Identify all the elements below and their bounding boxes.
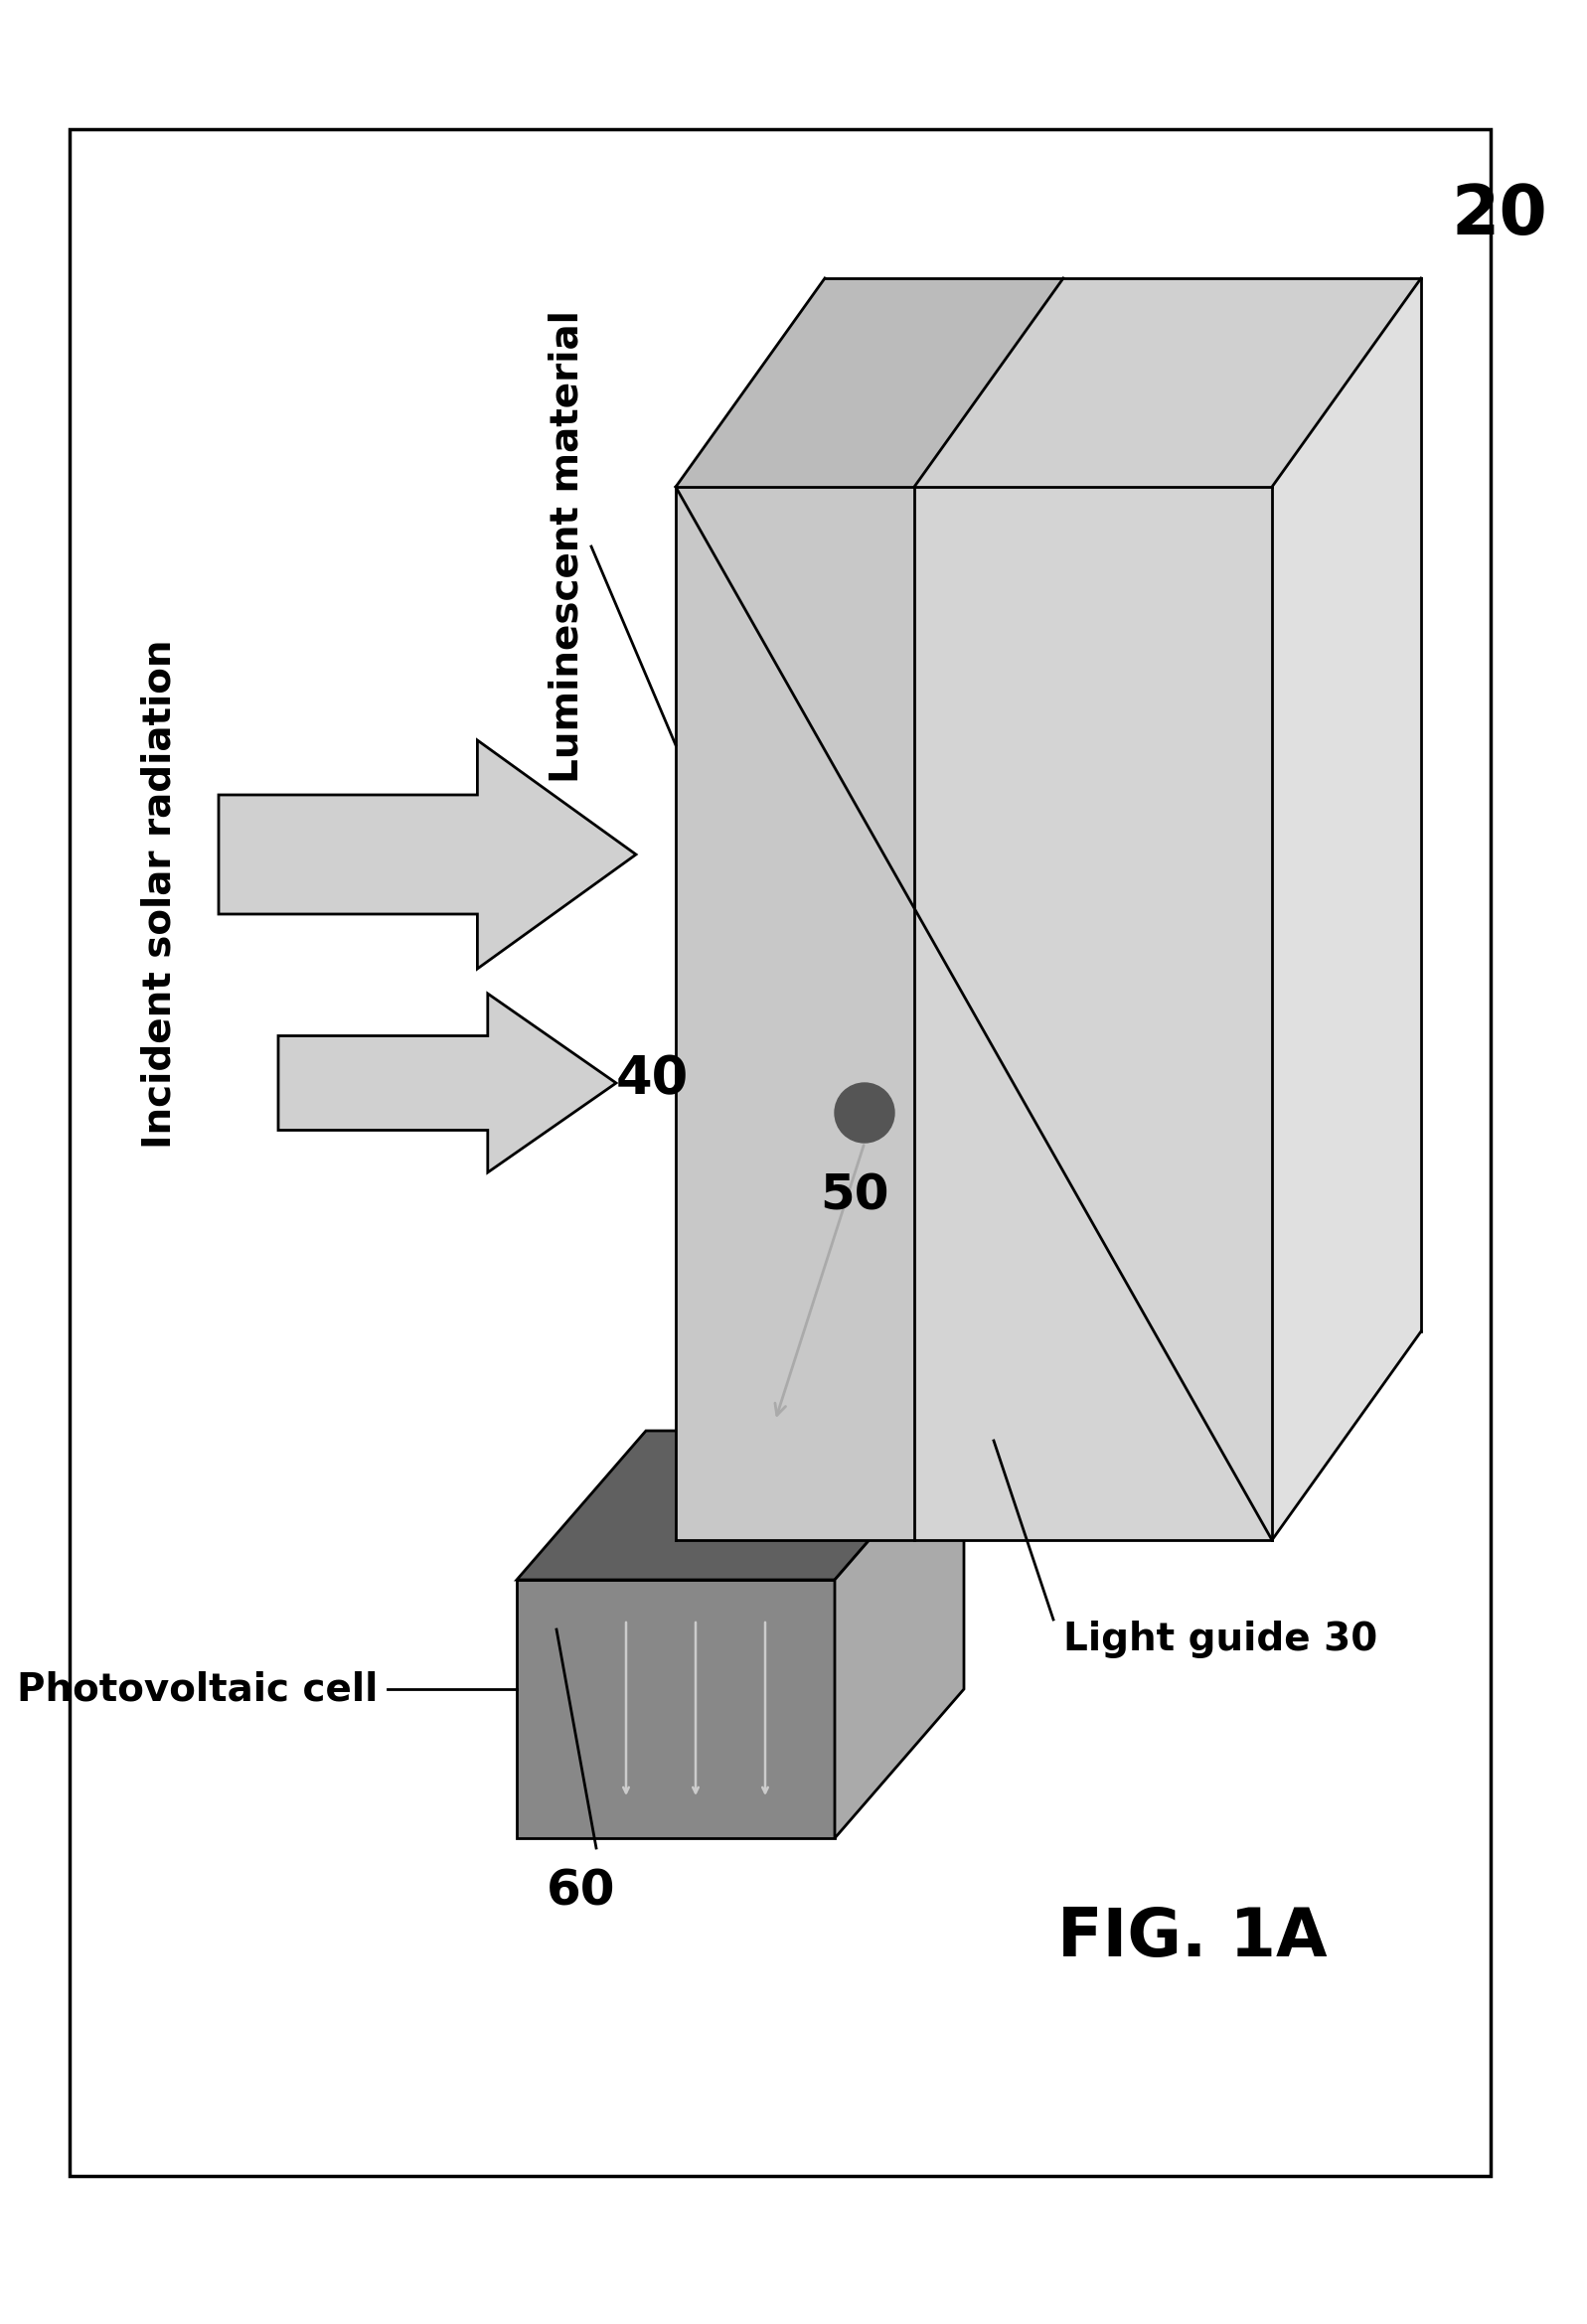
Polygon shape	[914, 486, 1273, 1541]
Text: Incident solar radiation: Incident solar radiation	[140, 639, 178, 1148]
Text: 60: 60	[546, 1868, 616, 1915]
Text: Luminescent material: Luminescent material	[549, 309, 586, 783]
Polygon shape	[1273, 279, 1420, 1541]
Text: 20: 20	[1451, 181, 1547, 249]
Text: 50: 50	[820, 1171, 889, 1220]
Polygon shape	[676, 486, 914, 1541]
Text: Photovoltaic cell: Photovoltaic cell	[16, 1671, 378, 1708]
Polygon shape	[219, 741, 636, 969]
Text: 40: 40	[616, 1053, 689, 1104]
Polygon shape	[517, 1580, 835, 1838]
Polygon shape	[914, 279, 1420, 486]
Bar	[70, 130, 1490, 2175]
Polygon shape	[517, 1432, 963, 1580]
Polygon shape	[278, 995, 616, 1171]
Polygon shape	[835, 1432, 963, 1838]
Text: Light guide 30: Light guide 30	[1063, 1620, 1378, 1659]
Polygon shape	[676, 279, 1063, 486]
Text: FIG. 1A: FIG. 1A	[1057, 1906, 1327, 1971]
Circle shape	[835, 1083, 895, 1143]
